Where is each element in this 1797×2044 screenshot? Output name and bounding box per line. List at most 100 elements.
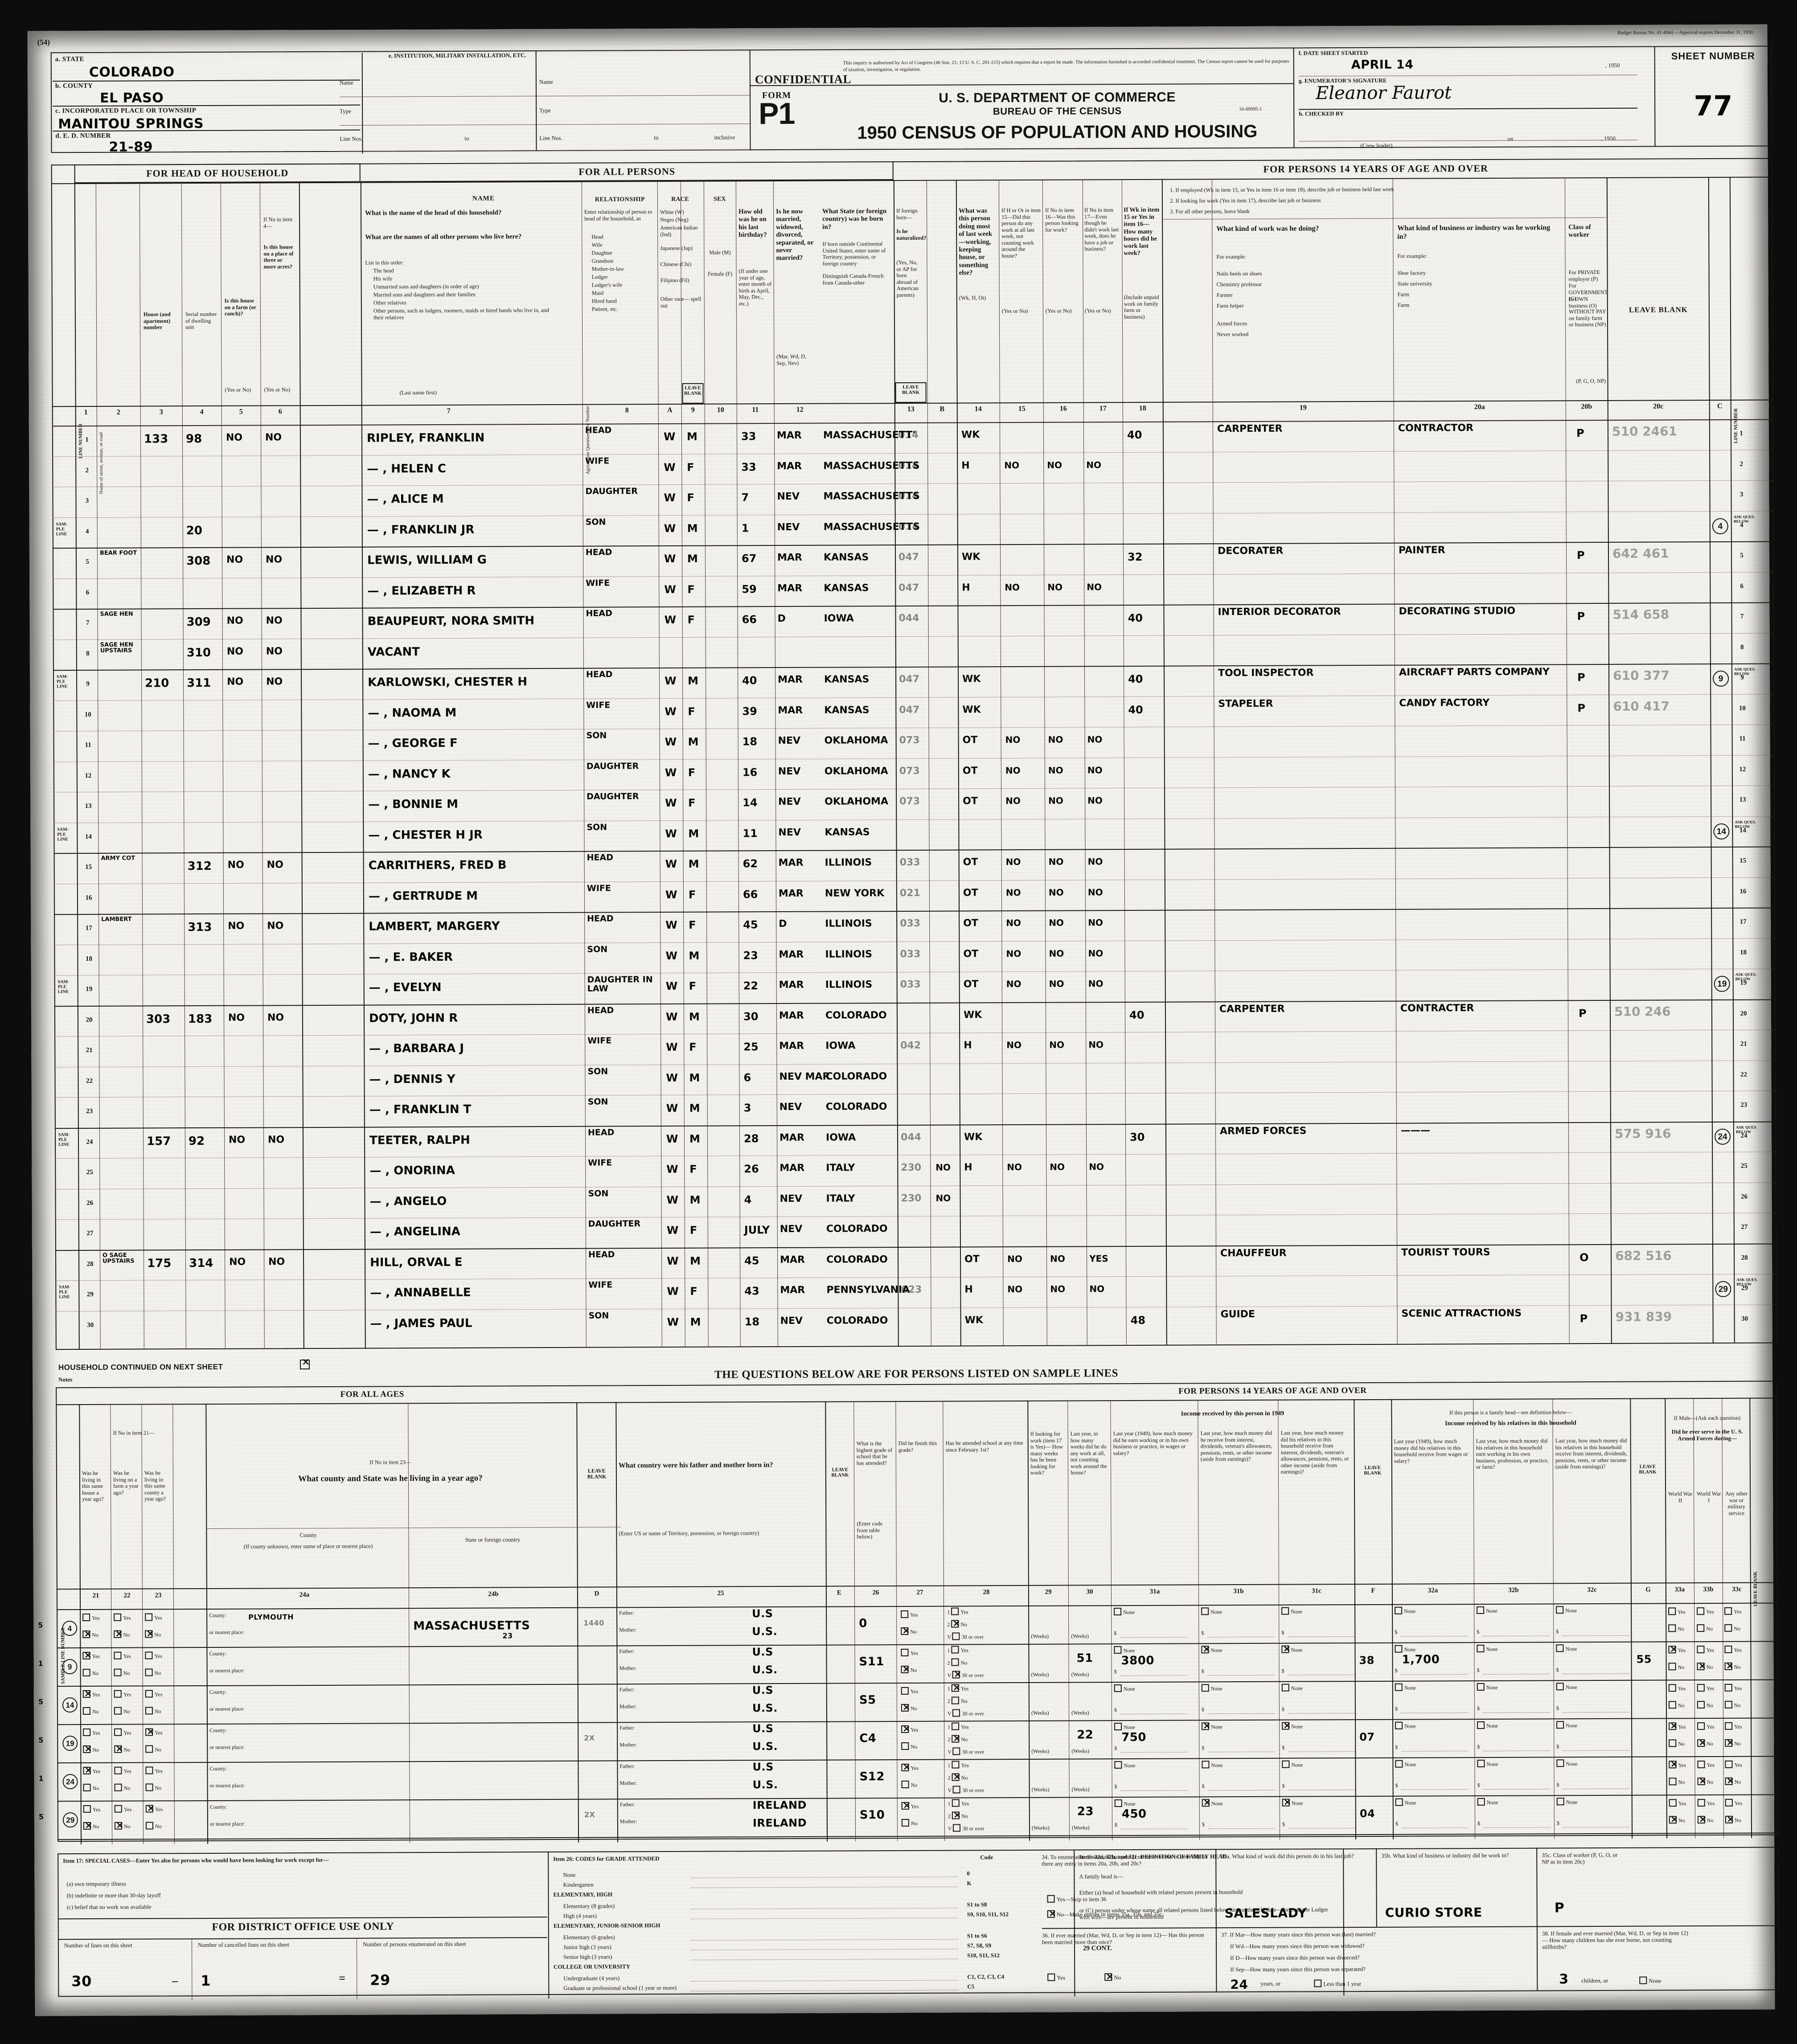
cell-name[interactable]: — , ELIZABETH R	[367, 584, 476, 598]
cell-industry[interactable]: DECORATING STUDIO	[1399, 605, 1516, 617]
sample-q22-no[interactable]: No	[114, 1707, 130, 1715]
sample-q21-no[interactable]: No	[83, 1783, 99, 1792]
cell-race[interactable]: W	[665, 796, 677, 810]
sample-q28-opt2[interactable]: 2 No	[948, 1696, 968, 1704]
cell-q18[interactable]: NO	[1087, 734, 1103, 745]
sample-33b-no[interactable]: No	[1697, 1701, 1713, 1709]
checkbox-none[interactable]	[1114, 1799, 1122, 1807]
checkbox-none[interactable]	[1556, 1798, 1564, 1806]
sample-31b-none[interactable]: None	[1201, 1684, 1223, 1692]
cell-birthplace[interactable]: KANSAS	[824, 582, 869, 594]
checkbox-yes[interactable]	[83, 1766, 91, 1775]
cell-sex[interactable]: F	[687, 491, 694, 504]
cell-relationship[interactable]: WIFE	[588, 1158, 612, 1168]
cell-class-of-worker[interactable]: P	[1577, 610, 1585, 623]
cell-age[interactable]: 39	[742, 705, 757, 717]
sample-q28-opt2[interactable]: 2 No	[948, 1773, 968, 1781]
checkbox-opt1[interactable]	[952, 1761, 960, 1769]
checkbox-no[interactable]	[1697, 1778, 1705, 1786]
cell-on-farm[interactable]: NO	[226, 432, 243, 443]
sample-33b-no[interactable]: No	[1697, 1663, 1713, 1671]
checkbox-none[interactable]	[1202, 1799, 1210, 1807]
cell-sex[interactable]: F	[689, 979, 697, 992]
cell-street[interactable]: LAMBERT	[101, 916, 132, 923]
cell-street[interactable]: O SAGE UPSTAIRS	[102, 1252, 135, 1265]
checkbox-none[interactable]	[1477, 1759, 1485, 1768]
checkbox-yes[interactable]	[114, 1651, 122, 1659]
cell-sex[interactable]: M	[689, 1132, 700, 1145]
sample-father-value[interactable]: U.S	[752, 1761, 774, 1774]
cell-race[interactable]: W	[665, 1010, 678, 1023]
sheet-number-value[interactable]: 77	[1694, 89, 1733, 123]
cell-marital[interactable]: NEV	[777, 491, 800, 503]
cell-age[interactable]: 3	[743, 1102, 751, 1114]
cell-activity[interactable]: WK	[962, 704, 981, 715]
checkbox-no[interactable]	[145, 1783, 153, 1791]
cell-birthplace[interactable]: OKLAHOMA	[824, 765, 888, 777]
cell-serial-number[interactable]: 92	[188, 1134, 205, 1148]
cell-relationship[interactable]: WIFE	[587, 883, 611, 893]
checkbox-no[interactable]	[114, 1822, 122, 1830]
cell-relationship[interactable]: HEAD	[587, 1127, 615, 1138]
cell-activity[interactable]: OT	[962, 734, 978, 746]
sample-q21-yes[interactable]: Yes	[82, 1690, 100, 1698]
cell-industry[interactable]: PAINTER	[1398, 545, 1445, 556]
checkbox-no[interactable]	[901, 1742, 909, 1750]
sample-q22-yes[interactable]: Yes	[114, 1613, 131, 1622]
cell-q18[interactable]: NO	[1089, 1161, 1104, 1172]
sample-q21-no[interactable]: No	[82, 1707, 99, 1715]
cell-birthplace[interactable]: KANSAS	[825, 826, 870, 838]
cell-race[interactable]: W	[664, 552, 676, 565]
q38-none-checkbox[interactable]	[1639, 1976, 1647, 1984]
sample-q23-no[interactable]: No	[145, 1745, 161, 1753]
cell-age[interactable]: 22	[743, 979, 759, 992]
sample-32b-none[interactable]: None	[1477, 1683, 1498, 1691]
sample-32a-none[interactable]: None	[1395, 1683, 1416, 1692]
cell-race[interactable]: W	[664, 491, 676, 504]
cell-sex[interactable]: M	[690, 1254, 701, 1267]
cell-marital[interactable]: NEV	[780, 1223, 803, 1235]
checkbox-no[interactable]	[1668, 1701, 1676, 1709]
checkbox-none[interactable]	[1201, 1646, 1209, 1654]
cell-q17[interactable]: NO	[1050, 1161, 1065, 1172]
sample-q30-value[interactable]: 23	[1077, 1805, 1094, 1819]
checkbox-no[interactable]	[114, 1783, 122, 1791]
checkbox-none[interactable]	[1395, 1798, 1403, 1806]
cell-three-acres[interactable]: NO	[266, 645, 283, 657]
cell-relationship[interactable]: HEAD	[585, 425, 612, 435]
checkbox-yes[interactable]	[114, 1613, 122, 1621]
checkbox-yes[interactable]	[1697, 1646, 1705, 1654]
cell-race[interactable]: W	[665, 888, 677, 901]
cell-sex[interactable]: F	[687, 461, 694, 474]
sample-q21-yes[interactable]: Yes	[83, 1805, 101, 1813]
sample-31a-none[interactable]: None	[1114, 1761, 1135, 1769]
checkbox-yes[interactable]	[82, 1613, 90, 1622]
sample-q28-optv[interactable]: V 30 or over	[948, 1786, 985, 1794]
cell-age[interactable]: 23	[743, 949, 758, 962]
checkbox-opt2[interactable]	[951, 1658, 959, 1666]
checkbox-no[interactable]	[83, 1783, 91, 1792]
sample-32b-none[interactable]: None	[1477, 1798, 1498, 1806]
sample-father-value[interactable]: U.S	[752, 1607, 773, 1620]
sample-31c-none[interactable]: None	[1281, 1645, 1302, 1654]
sample-county-value[interactable]: PLYMOUTH	[248, 1613, 294, 1622]
cell-birthplace[interactable]: COLORADO	[825, 1101, 887, 1113]
checkbox-opt2[interactable]	[952, 1811, 960, 1819]
sample-q21-yes[interactable]: Yes	[82, 1613, 100, 1622]
cell-house-number[interactable]: 303	[146, 1012, 171, 1026]
sample-q21-no[interactable]: No	[83, 1745, 99, 1753]
cell-on-farm[interactable]: NO	[228, 920, 245, 932]
sample-q22-no[interactable]: No	[114, 1668, 130, 1677]
cell-q17[interactable]: NO	[1049, 948, 1064, 959]
sample-32a-none[interactable]: None	[1395, 1645, 1415, 1653]
cell-serial-number[interactable]: 309	[186, 615, 211, 629]
cell-race[interactable]: W	[663, 430, 676, 443]
checkbox-yes[interactable]	[145, 1690, 153, 1698]
cell-birthplace[interactable]: COLORADO	[826, 1253, 888, 1266]
cell-name[interactable]: — , FRANKLIN JR	[367, 523, 475, 537]
sample-33a-no[interactable]: No	[1669, 1778, 1685, 1786]
sample-32b-none[interactable]: None	[1477, 1759, 1498, 1768]
checkbox-no[interactable]	[1725, 1777, 1733, 1785]
checkbox-none[interactable]	[1556, 1759, 1564, 1767]
cell-q16[interactable]: NO	[1005, 856, 1021, 868]
